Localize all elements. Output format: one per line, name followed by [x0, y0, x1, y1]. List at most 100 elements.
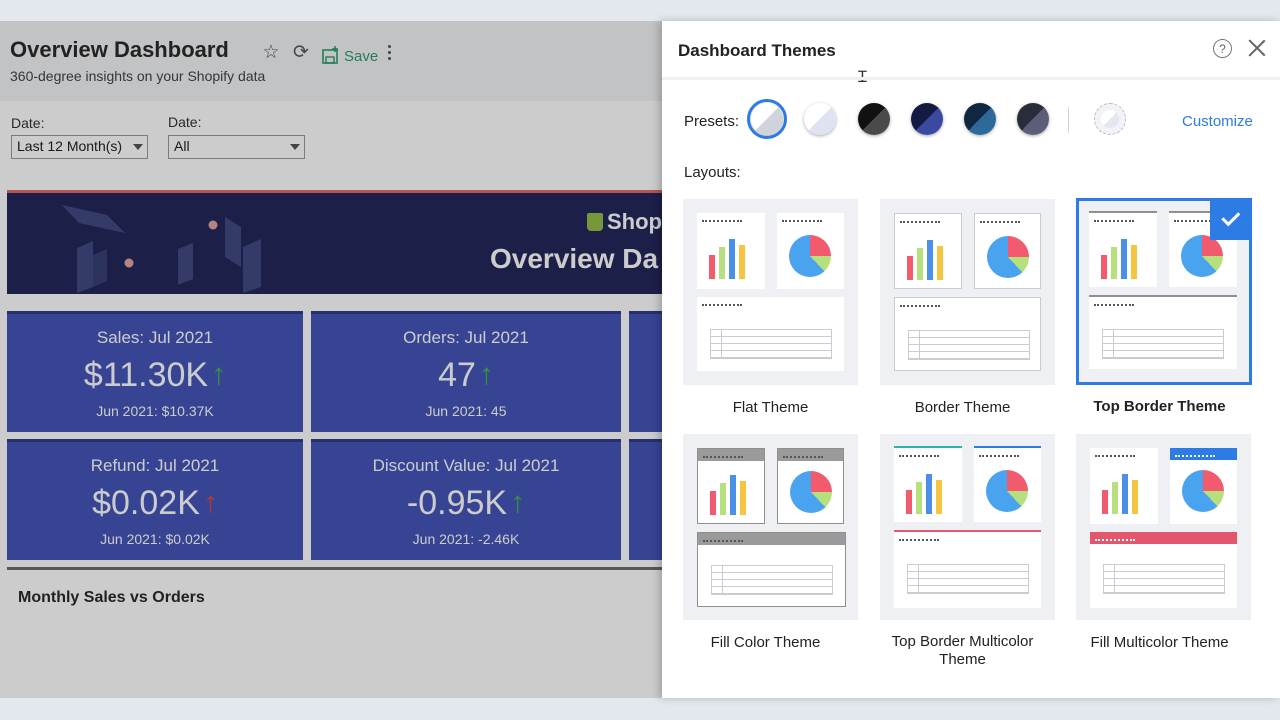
layout-card-top-border[interactable] [1076, 198, 1252, 385]
thumb-bar [709, 255, 715, 279]
chart-title: Monthly Sales vs Orders [18, 589, 205, 606]
layout-card-fill-color[interactable] [683, 434, 858, 620]
kpi-discount[interactable]: Discount Value: Jul 2021 -0.95K ↑ Jun 202… [311, 439, 621, 560]
layout-card-top-border-multicolor[interactable] [880, 434, 1055, 620]
thumb-bar [1102, 490, 1108, 514]
thumb-bar [1132, 480, 1138, 514]
thumb-bar [739, 245, 745, 279]
panel-title: Dashboard Themes [678, 41, 836, 60]
banner-title: Overview Da [490, 243, 659, 274]
banner-brand: Shop [587, 209, 662, 235]
thumb-bar [1122, 474, 1128, 514]
more-options-icon[interactable] [380, 41, 398, 63]
custom-preset-swatch[interactable] [1094, 103, 1126, 135]
layout-card-flat[interactable] [683, 199, 858, 385]
thumb-table-widget [697, 532, 846, 607]
layout-name: Flat Theme [732, 399, 809, 416]
star-icon[interactable]: ☆ [262, 41, 280, 63]
panel-divider [662, 77, 1280, 80]
thumb-bar [719, 247, 725, 279]
layout-name: Fill Multicolor Theme [1090, 634, 1229, 651]
presets-label: Presets: [684, 113, 740, 130]
dashboard-subtitle: 360-degree insights on your Shopify data [10, 68, 266, 84]
dashboard-themes-panel: Dashboard Themes ? Ɪ Presets: Customize … [662, 21, 1280, 698]
dashboard-title: Overview Dashboard [10, 37, 229, 62]
date-range-value: Last 12 Month(s) [17, 138, 123, 154]
thumb-bar-widget [1090, 448, 1158, 524]
layout-name-selected: Top Border Theme [1093, 398, 1226, 415]
presets-divider [1068, 107, 1069, 133]
preset-swatch-navy[interactable] [911, 103, 943, 135]
thumb-bar [927, 240, 933, 280]
kpi-title: Discount Value: Jul 2021 [372, 456, 560, 475]
layouts-label: Layouts: [684, 164, 741, 181]
chevron-down-icon [290, 144, 300, 150]
dashboard-header: Overview Dashboard 360-degree insights o… [0, 21, 662, 101]
preset-swatch-black[interactable] [858, 103, 890, 135]
thumb-table-widget [894, 530, 1041, 608]
kpi-refund[interactable]: Refund: Jul 2021 $0.02K ↑ Jun 2021: $0.02… [7, 439, 303, 560]
date-range-select[interactable]: Last 12 Month(s) [11, 135, 148, 159]
kpi-orders[interactable]: Orders: Jul 2021 47 ↑ Jun 2021: 45 [311, 311, 621, 432]
thumb-table-widget [894, 297, 1041, 371]
kpi-value: 47 ↑ [438, 356, 494, 394]
monthly-sales-chart-panel[interactable]: Monthly Sales vs Orders [7, 567, 662, 698]
thumb-bar [937, 246, 943, 280]
close-icon[interactable] [1246, 37, 1268, 59]
save-icon [322, 46, 338, 64]
thumb-bar-widget [1089, 211, 1157, 287]
thumb-bar-widget [697, 213, 765, 289]
thumb-bar [1121, 239, 1127, 279]
date-all-select[interactable]: All [168, 135, 305, 159]
kpi-compare: Jun 2021: $10.37K [96, 403, 214, 419]
dashboard-canvas: Overview Dashboard 360-degree insights o… [0, 21, 662, 698]
layout-card-border[interactable] [880, 199, 1055, 385]
kpi-sales[interactable]: Sales: Jul 2021 $11.30K ↑ Jun 2021: $10.3… [7, 311, 303, 432]
kpi-title: Sales: Jul 2021 [96, 328, 214, 347]
thumb-pie-widget [1170, 448, 1237, 524]
thumb-bar [730, 475, 736, 515]
help-icon[interactable]: ? [1213, 39, 1232, 58]
thumb-bar [916, 482, 922, 514]
layout-name: Border Theme [914, 399, 1011, 416]
filter-bar: Date: Last 12 Month(s) Date: All [0, 101, 662, 191]
preset-swatch-dark-teal[interactable] [964, 103, 996, 135]
arrow-up-icon: ↑ [510, 486, 526, 519]
preset-swatch-slate[interactable] [1017, 103, 1049, 135]
thumb-bar [917, 248, 923, 280]
thumb-pie-widget [974, 446, 1041, 522]
thumb-bar [907, 256, 913, 280]
layout-card-fill-multicolor[interactable] [1076, 434, 1251, 620]
thumb-pie-widget [777, 448, 844, 524]
thumb-bar [720, 483, 726, 515]
save-button[interactable]: Save [321, 39, 378, 65]
date-all-value: All [174, 138, 190, 154]
thumb-pie-widget [777, 213, 844, 289]
kpi-partial [629, 439, 662, 560]
thumb-bar-widget [697, 448, 765, 524]
shopify-bag-icon [587, 213, 603, 231]
preset-swatch-light-blue[interactable] [747, 99, 787, 139]
thumb-bar [1131, 245, 1137, 279]
kpi-compare: Jun 2021: $0.02K [100, 531, 210, 547]
kpi-title: Orders: Jul 2021 [403, 328, 529, 347]
thumb-table-widget [1089, 295, 1237, 369]
kpi-compare: Jun 2021: -2.46K [412, 531, 520, 547]
thumb-table-widget [1090, 532, 1237, 608]
chevron-down-icon [133, 144, 143, 150]
thumb-pie-widget [974, 213, 1041, 289]
kpi-title: Refund: Jul 2021 [90, 456, 220, 475]
preset-swatch-lavender[interactable] [804, 103, 836, 135]
check-icon [1210, 198, 1252, 240]
thumb-bar [740, 481, 746, 515]
thumb-bar [1111, 247, 1117, 279]
thumb-bar [729, 239, 735, 279]
thumb-bar [710, 491, 716, 515]
layout-name: Top Border Multicolor Theme [891, 633, 1034, 668]
refresh-icon[interactable]: ⟳ [293, 41, 309, 63]
arrow-up-icon: ↑ [211, 358, 227, 391]
layout-name: Fill Color Theme [710, 634, 821, 651]
customize-link[interactable]: Customize [1182, 113, 1253, 130]
save-label: Save [344, 48, 379, 65]
thumb-table-widget [697, 297, 844, 371]
